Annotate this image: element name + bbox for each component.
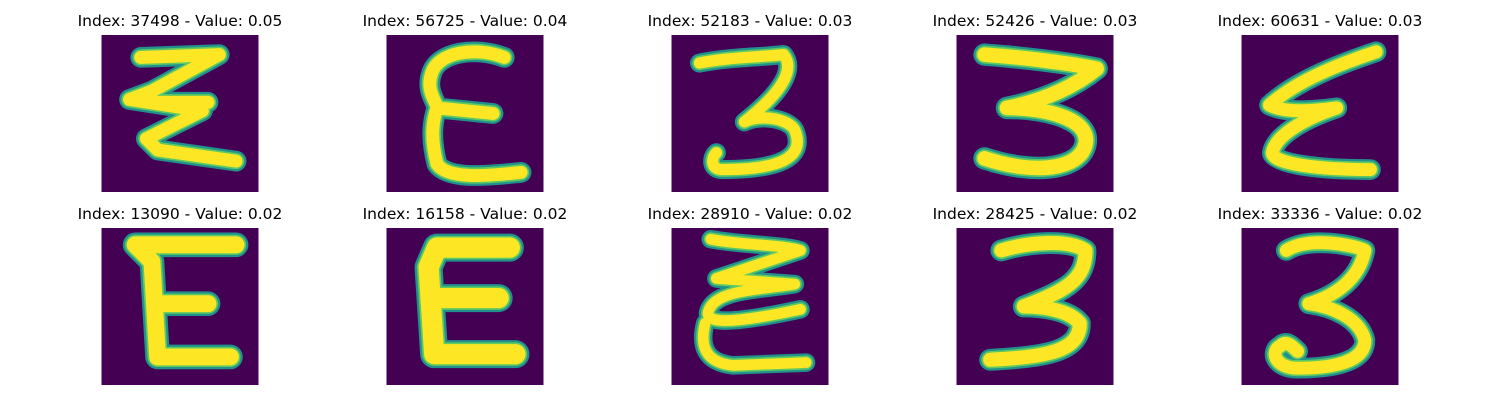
panel-title: Index: 28425 - Value: 0.02 xyxy=(932,205,1138,223)
glyph-svg xyxy=(101,35,259,192)
image-panel: Index: 13090 - Value: 0.02 xyxy=(55,203,305,385)
glyph-svg xyxy=(386,35,544,192)
glyph-image xyxy=(1241,35,1399,192)
image-panel: Index: 37498 - Value: 0.05 xyxy=(55,10,305,192)
glyph-stroke-core xyxy=(697,233,812,371)
panel-title: Index: 52426 - Value: 0.03 xyxy=(932,12,1138,30)
glyph-stroke-core xyxy=(126,236,245,366)
glyph-stroke-core xyxy=(423,45,528,182)
glyph-stroke-core xyxy=(1263,45,1383,177)
image-panel: Index: 28910 - Value: 0.02 xyxy=(625,203,875,385)
glyph-svg xyxy=(386,228,544,385)
glyph-stroke-core xyxy=(123,48,243,168)
image-panel: Index: 28425 - Value: 0.02 xyxy=(910,203,1160,385)
glyph-svg xyxy=(956,35,1114,192)
glyph-image xyxy=(101,228,259,385)
glyph-image xyxy=(386,228,544,385)
glyph-image xyxy=(956,35,1114,192)
image-panel: Index: 16158 - Value: 0.02 xyxy=(340,203,590,385)
glyph-image xyxy=(101,35,259,192)
glyph-image xyxy=(956,228,1114,385)
glyph-svg xyxy=(101,228,259,385)
image-panel: Index: 56725 - Value: 0.04 xyxy=(340,10,590,192)
glyph-stroke-core xyxy=(983,236,1093,367)
panel-title: Index: 13090 - Value: 0.02 xyxy=(77,205,283,223)
glyph-stroke-core xyxy=(977,47,1104,176)
glyph-svg xyxy=(671,35,829,192)
panel-title: Index: 33336 - Value: 0.02 xyxy=(1217,205,1423,223)
panel-title: Index: 37498 - Value: 0.05 xyxy=(77,12,283,30)
image-panel: Index: 52183 - Value: 0.03 xyxy=(625,10,875,192)
panel-title: Index: 28910 - Value: 0.02 xyxy=(647,205,853,223)
panel-title: Index: 60631 - Value: 0.03 xyxy=(1217,12,1423,30)
glyph-image xyxy=(386,35,544,192)
glyph-svg xyxy=(956,228,1114,385)
panel-title: Index: 56725 - Value: 0.04 xyxy=(362,12,568,30)
image-panel: Index: 52426 - Value: 0.03 xyxy=(910,10,1160,192)
glyph-svg xyxy=(671,228,829,385)
image-panel: Index: 33336 - Value: 0.02 xyxy=(1195,203,1445,385)
glyph-svg xyxy=(1241,228,1399,385)
glyph-image xyxy=(671,228,829,385)
glyph-stroke-core xyxy=(693,49,803,176)
glyph-svg xyxy=(1241,35,1399,192)
panel-title: Index: 52183 - Value: 0.03 xyxy=(647,12,853,30)
glyph-stroke-core xyxy=(418,237,526,365)
glyph-stroke-core xyxy=(1268,236,1372,375)
image-panel: Index: 60631 - Value: 0.03 xyxy=(1195,10,1445,192)
glyph-image xyxy=(671,35,829,192)
panel-title: Index: 16158 - Value: 0.02 xyxy=(362,205,568,223)
glyph-image xyxy=(1241,228,1399,385)
